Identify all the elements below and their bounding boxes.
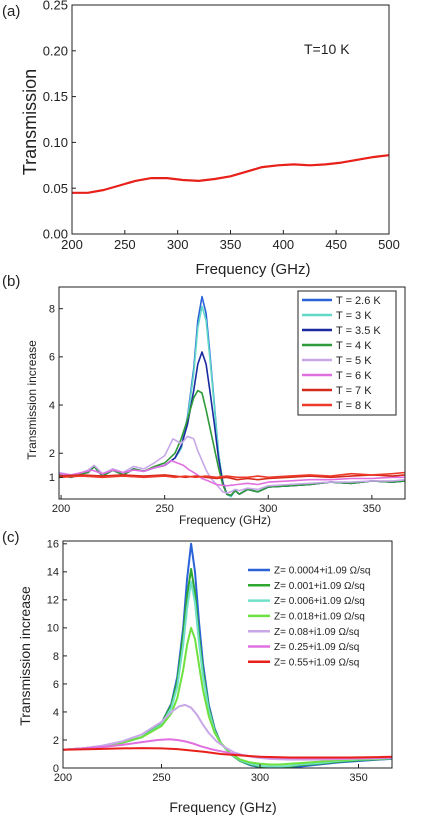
panel-b-legend-label: T = 5 K (336, 355, 372, 367)
panel-a-y-tick-label: 0.10 (43, 135, 68, 150)
panel-c-y-tick-label: 16 (47, 539, 59, 551)
panel-a-y-tick-label: 0.15 (43, 89, 68, 104)
panel-c-series-line-5 (63, 703, 392, 761)
panel-b-legend-label: T = 3.5 K (336, 325, 381, 337)
panel-b-label: (b) (2, 273, 20, 290)
panel-c-legend-label: Z= 0.018+i1.09 Ω/sq (274, 612, 365, 623)
panel-b-legend-box (297, 290, 397, 416)
panel-c-legend: Z= 0.0004+i1.09 Ω/sq Z= 0.001+i1.09 Ω/sq Z… (248, 566, 370, 668)
panel-c-x-tick-label: 250 (152, 772, 170, 784)
panel-c-x-tick-label: 200 (54, 772, 72, 784)
panel-a-x-tick-label: 500 (378, 237, 400, 252)
panel-c-series-line-4 (63, 626, 392, 766)
panel-a-x-tick-label: 200 (61, 237, 83, 252)
panel-c-y-tick-label: 6 (53, 679, 59, 691)
panel-b-legend-label: T = 3 K (336, 310, 372, 322)
panel-a-series-line-1 (72, 154, 389, 194)
panel-b-x-tick-label: 350 (363, 503, 381, 515)
panel-b-x-tick-label: 250 (155, 503, 173, 515)
panel-a-label: (a) (2, 3, 20, 20)
panel-b-legend-label: T = 7 K (336, 385, 372, 397)
panel-c: (c) 200 250 300 350 0 2 4 6 8 10 12 14 16 Z= 0.0004+i… (2, 529, 393, 815)
panel-c-plot-frame (62, 540, 393, 769)
panel-c-series-line-3 (63, 580, 392, 768)
panel-c-legend-label: Z= 0.08+i1.09 Ω/sq (274, 627, 359, 638)
panel-a-x-tick-label: 450 (325, 237, 347, 252)
panel-b-x-axis-label: Frequency (GHz) (179, 513, 271, 527)
panel-a-x-tick-label: 350 (220, 237, 242, 252)
panel-c-plot: 200 250 300 350 0 2 4 6 8 10 12 14 16 Z= 0.0004+i1.09… (47, 539, 393, 784)
panel-a-x-axis-label: Frequency (GHz) (195, 261, 310, 278)
panel-c-x-axis-label: Frequency (GHz) (169, 799, 276, 815)
panel-a-y-axis-label: Transmission (20, 69, 40, 175)
panel-c-series-line-7 (63, 747, 392, 759)
panel-b-series-line-6 (59, 459, 405, 487)
panel-b-y-tick-label: 1 (49, 472, 55, 484)
panel-a: (a) 200 250 300 350 400 450 500 0.00 0.05 0.10 0.1… (2, 0, 400, 278)
panel-c-legend-label: Z= 0.001+i1.09 Ω/sq (274, 581, 365, 592)
panel-c-x-tick-label: 350 (349, 772, 367, 784)
panel-b-series-line-7 (59, 474, 405, 481)
panel-c-y-tick-label: 2 (53, 735, 59, 747)
panel-b-y-tick-label: 6 (49, 352, 55, 364)
panel-b-legend-label: T = 4 K (336, 340, 372, 352)
panel-c-series-group (63, 542, 392, 768)
panel-c-label: (c) (2, 529, 20, 546)
panel-c-legend-label: Z= 0.0004+i1.09 Ω/sq (274, 566, 370, 577)
panel-b-plot-frame (58, 286, 406, 500)
panel-b-series-line-5 (59, 435, 405, 494)
panel-a-plot: 200 250 300 350 400 450 500 0.00 0.05 0.10 0.15 0.2… (43, 0, 400, 252)
panel-b-x-tick-label: 200 (52, 503, 70, 515)
panel-b-x-tick-label: 300 (259, 503, 277, 515)
panel-c-y-tick-label: 0 (53, 763, 59, 775)
panel-a-y-tick-label: 0.00 (43, 227, 68, 242)
panel-c-y-tick-label: 12 (47, 595, 59, 607)
panel-a-y-tick-label: 0.25 (43, 0, 68, 13)
panel-b-series-line-8 (59, 471, 405, 479)
panel-b-legend-label: T = 6 K (336, 370, 372, 382)
panel-b-y-tick-label: 2 (49, 448, 55, 460)
panel-c-y-tick-label: 4 (53, 707, 59, 719)
panel-c-legend-label: Z= 0.006+i1.09 Ω/sq (274, 596, 365, 607)
panel-a-series-group (72, 154, 389, 194)
panel-c-legend-label: Z= 0.55+i1.09 Ω/sq (274, 657, 359, 668)
panel-b-y-tick-label: 8 (49, 304, 55, 316)
panel-c-y-tick-label: 8 (53, 651, 59, 663)
panel-c-legend-label: Z= 0.25+i1.09 Ω/sq (274, 642, 359, 653)
panel-b-legend-label: T = 2.6 K (336, 295, 381, 307)
panel-b-plot: 200 250 300 350 1 2 4 6 8 T = 2.6 K T = 3 K T = 3.5… (49, 286, 406, 515)
panel-c-x-tick-label: 300 (251, 772, 269, 784)
panel-b-y-tick-label: 4 (49, 400, 55, 412)
panel-b-legend: T = 2.6 K T = 3 K T = 3.5 K T = 4 K T = 5 K T… (297, 290, 397, 416)
panel-a-y-tick-label: 0.05 (43, 181, 68, 196)
panel-a-x-tick-label: 400 (272, 237, 294, 252)
panel-a-y-tick-label: 0.20 (43, 43, 68, 58)
panel-a-x-tick-label: 300 (167, 237, 189, 252)
panel-a-annotation: T=10 K (304, 41, 350, 57)
panel-c-y-tick-label: 10 (47, 623, 59, 635)
panel-a-x-tick-label: 250 (114, 237, 136, 252)
panel-b-legend-label: T = 8 K (336, 400, 372, 412)
panel-b-y-axis-label: Transmission increase (25, 340, 39, 460)
panel-c-y-tick-label: 14 (47, 567, 59, 579)
panel-b-series-group (59, 295, 405, 498)
panel-c-y-axis-label: Transmission increase (17, 586, 33, 726)
